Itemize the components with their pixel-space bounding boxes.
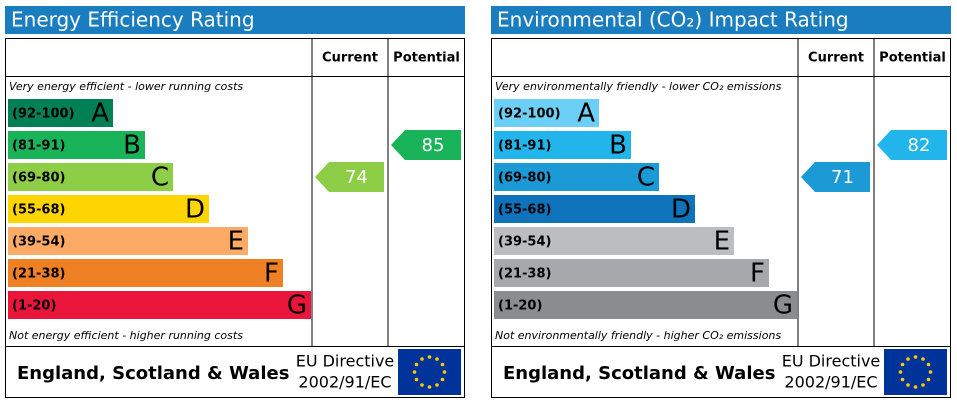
band [8,227,248,255]
band-letter: E [228,227,244,257]
eu-star [420,357,424,361]
band [8,99,113,127]
rating-arrow [801,162,870,192]
eu-star [420,383,424,387]
eu-star [412,370,417,374]
band-range: (55-68) [498,203,551,218]
band-letter: E [714,227,730,257]
title-bar [5,6,465,34]
eu-star [926,362,931,367]
band [494,163,659,191]
rating-value: 74 [345,167,368,188]
band-letter: G [287,291,307,321]
band-letter: D [671,195,691,225]
band-range: (69-80) [498,171,551,186]
band-range: (55-68) [12,203,65,218]
rating-arrow [877,130,947,160]
bottom-note: Not environmentally friendly - higher CO… [495,329,781,342]
panel-title: Energy Efficiency Rating [11,8,255,32]
rating-value: 85 [422,135,445,156]
band-letter: F [264,259,279,289]
eu-star [427,355,432,359]
band-range: (92-100) [12,107,75,122]
band-letter: B [123,131,141,161]
band-letter: D [185,195,205,225]
frame [5,38,465,398]
band-letter: A [91,99,109,129]
band-range: (1-20) [498,299,542,314]
region: England, Scotland & Wales [503,363,775,384]
band-range: (81-91) [498,139,551,154]
band-range: (1-20) [12,299,56,314]
directive: 2002/91/EC [784,373,877,392]
band [8,163,173,191]
frame [491,38,951,398]
band [494,291,797,319]
top-note: Very energy efficient - lower running co… [9,80,243,93]
eu-star [440,362,445,367]
band [494,195,695,223]
rating-arrow [391,130,461,160]
column-header: Potential [879,51,946,66]
eu-star [926,377,931,382]
title-bar [491,6,951,34]
eu-star [435,357,439,361]
column-header: Current [808,51,864,66]
directive: 2002/91/EC [298,373,391,392]
eu-star [921,357,925,361]
band-letter: F [750,259,765,289]
band-letter: G [773,291,793,321]
band-range: (81-91) [12,139,65,154]
eu-star [427,385,432,389]
eu-star [442,370,447,374]
band [8,291,311,319]
eu-star [900,362,905,367]
eu-star [906,357,910,361]
band [494,131,631,159]
band-range: (69-80) [12,171,65,186]
band-range: (39-54) [12,235,65,250]
eu-star [913,385,918,389]
band [8,195,209,223]
rating-value: 71 [831,167,854,188]
eu-star [921,383,925,387]
band [494,99,599,127]
band [8,259,283,287]
eu-star [414,377,419,382]
column-header: Potential [393,51,460,66]
rating-value: 82 [908,135,931,156]
bottom-note: Not energy efficient - higher running co… [9,329,243,342]
eu-star [913,355,918,359]
directive: EU Directive [782,352,881,371]
region: England, Scotland & Wales [17,363,289,384]
band-range: (92-100) [498,107,561,122]
directive: EU Directive [296,352,395,371]
band [494,259,769,287]
band-range: (21-38) [12,267,65,282]
band-letter: B [609,131,627,161]
band-range: (21-38) [498,267,551,282]
band-letter: C [151,163,169,193]
column-header: Current [322,51,378,66]
eu-star [928,370,933,374]
rating-arrow [315,162,384,192]
band-range: (39-54) [498,235,551,250]
band [8,131,145,159]
eu-star [440,377,445,382]
band-letter: A [577,99,595,129]
band [494,227,734,255]
top-note: Very environmentally friendly - lower CO… [495,80,782,93]
eu-star [898,370,903,374]
eu-star [435,383,439,387]
eu-star [414,362,419,367]
panel-title: Environmental (CO₂) Impact Rating [497,8,849,32]
eu-star [906,383,910,387]
band-letter: C [637,163,655,193]
eu-star [900,377,905,382]
